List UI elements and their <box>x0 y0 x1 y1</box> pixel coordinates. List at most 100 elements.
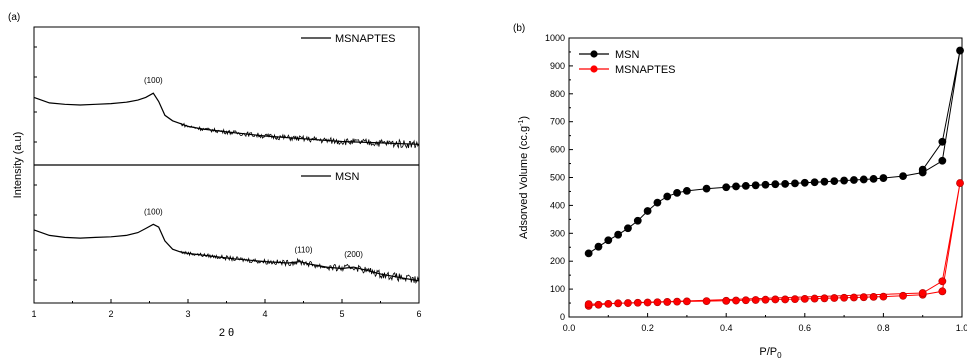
xtick-label-a: 6 <box>416 309 421 319</box>
data-point-MSNAPTES <box>820 294 829 303</box>
ytick-label-b: 500 <box>550 173 565 183</box>
data-point-MSNAPTES <box>879 292 888 301</box>
data-point-MSN <box>673 188 681 197</box>
data-point-MSN <box>722 183 731 192</box>
ytick-label-b: 100 <box>550 284 565 294</box>
xtick-label-a: 5 <box>339 309 344 319</box>
data-point-MSN <box>594 242 603 251</box>
xtick-label-a: 1 <box>31 309 36 319</box>
data-point-MSNAPTES <box>722 296 731 305</box>
data-point-MSNAPTES <box>938 277 947 286</box>
data-point-MSNAPTES <box>584 300 593 309</box>
data-point-MSN <box>938 156 947 165</box>
series-noise-MSN <box>180 250 420 285</box>
xlabel-a: 2 θ <box>219 327 234 339</box>
data-point-MSN <box>663 192 672 201</box>
ytick-label-b: 1000 <box>545 33 565 43</box>
data-point-MSN <box>869 174 878 183</box>
data-point-MSNAPTES <box>791 295 799 304</box>
ytick-label-b: 0 <box>560 312 565 322</box>
data-point-MSN <box>840 176 848 185</box>
data-point-MSN <box>820 177 829 186</box>
data-point-MSN <box>850 176 858 184</box>
data-point-MSN <box>683 186 691 195</box>
data-point-MSNAPTES <box>604 299 613 308</box>
data-point-MSNAPTES <box>956 179 964 187</box>
data-point-MSN <box>624 224 632 233</box>
data-point-MSNAPTES <box>633 298 642 307</box>
data-point-MSNAPTES <box>643 298 652 307</box>
data-point-MSNAPTES <box>594 300 603 309</box>
data-point-MSNAPTES <box>732 296 740 305</box>
xtick-label-a: 2 <box>108 309 113 319</box>
xtick-label-a: 3 <box>185 309 190 319</box>
data-point-MSN <box>751 181 760 190</box>
data-point-MSN <box>614 230 623 239</box>
series-line-MSNAPTES <box>588 183 961 307</box>
data-point-MSNAPTES <box>761 295 770 304</box>
data-point-MSNAPTES <box>830 294 839 302</box>
xtick-label-b: 0.0 <box>563 323 576 333</box>
ylabel-a: Intensity (a.u) <box>12 132 24 199</box>
data-point-MSN <box>879 174 888 182</box>
ytick-label-b: 600 <box>550 145 565 155</box>
data-point-MSNAPTES <box>663 298 672 306</box>
data-point-MSN <box>810 178 819 187</box>
data-point-MSN <box>633 216 642 225</box>
data-point-MSN <box>859 175 868 184</box>
data-point-MSNAPTES <box>614 299 623 308</box>
data-point-MSN <box>604 236 613 245</box>
ytick-label-b: 900 <box>550 61 565 71</box>
data-point-MSNAPTES <box>781 295 790 304</box>
ytick-label-b: 400 <box>550 200 565 210</box>
data-point-MSNAPTES <box>673 297 681 306</box>
legend-marker-MSNAPTES <box>590 65 598 73</box>
peak-label: (100) <box>144 207 163 216</box>
legend-label-MSN: MSN <box>615 49 640 61</box>
data-point-MSNAPTES <box>899 291 907 300</box>
peak-label: (200) <box>344 250 363 259</box>
data-point-MSNAPTES <box>938 287 947 296</box>
data-point-MSN <box>741 181 750 190</box>
xtick-label-b: 0.6 <box>799 323 812 333</box>
data-point-MSN <box>956 46 964 55</box>
legend-label-MSNAPTES: MSNAPTES <box>335 33 396 45</box>
ytick-label-b: 700 <box>550 117 565 127</box>
data-point-MSN <box>653 198 662 207</box>
data-point-MSNAPTES <box>653 298 662 307</box>
xtick-label-b: 1.0 <box>956 323 967 333</box>
series-noise-MSNAPTES <box>180 122 420 149</box>
data-point-MSNAPTES <box>683 297 691 306</box>
data-point-MSNAPTES <box>918 289 927 297</box>
data-point-MSNAPTES <box>771 295 780 304</box>
series-line-MSN <box>588 50 961 254</box>
legend-label-MSNAPTES: MSNAPTES <box>615 64 676 76</box>
ytick-label-b: 800 <box>550 89 565 99</box>
data-point-MSN <box>830 177 839 186</box>
data-point-MSN <box>918 165 927 174</box>
legend-label-MSN: MSN <box>335 171 360 183</box>
data-point-MSNAPTES <box>741 296 750 305</box>
series-line-MSNAPTES <box>33 92 420 145</box>
legend-marker-MSN <box>590 50 598 58</box>
ytick-label-b: 200 <box>550 256 565 266</box>
data-point-MSNAPTES <box>840 293 848 302</box>
data-point-MSN <box>781 180 790 188</box>
ytick-label-b: 300 <box>550 228 565 238</box>
data-point-MSN <box>761 180 770 189</box>
data-point-MSNAPTES <box>850 293 858 302</box>
xtick-label-b: 0.2 <box>641 323 654 333</box>
data-point-MSN <box>643 207 652 215</box>
peak-label: (100) <box>144 76 163 85</box>
data-point-MSNAPTES <box>869 293 878 301</box>
data-point-MSN <box>899 172 907 181</box>
xtick-label-b: 0.4 <box>720 323 733 333</box>
panel-label-b: (b) <box>513 23 525 34</box>
data-point-MSNAPTES <box>800 294 809 303</box>
data-point-MSN <box>702 184 711 193</box>
xlabel-b: P/P0 <box>759 346 782 360</box>
panel-label-a: (a) <box>8 12 20 23</box>
data-point-MSN <box>732 182 740 191</box>
data-point-MSNAPTES <box>810 294 819 303</box>
